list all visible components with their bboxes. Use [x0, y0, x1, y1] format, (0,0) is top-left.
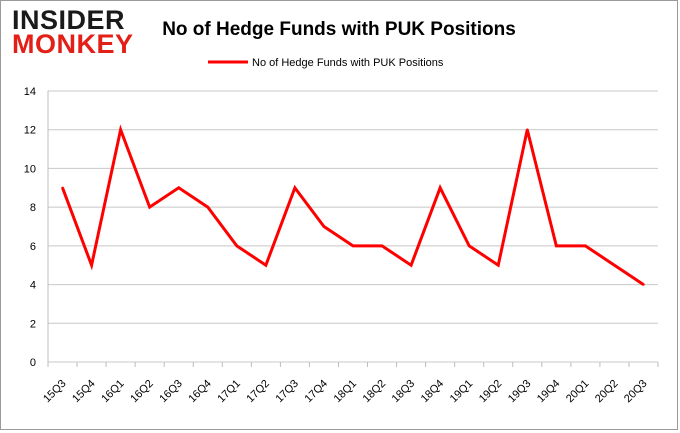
data-point — [322, 225, 326, 228]
legend: No of Hedge Funds with PUK Positions — [208, 57, 444, 69]
data-point — [497, 264, 500, 267]
y-tick-label: 12 — [24, 125, 36, 137]
y-tick-labels: 0 2 4 6 8 10 12 14 — [24, 86, 36, 369]
data-point — [148, 205, 151, 209]
data-point — [119, 128, 122, 131]
y-tick-label: 14 — [24, 86, 36, 98]
y-tick-label: 4 — [30, 280, 36, 292]
y-tick-label: 8 — [30, 202, 36, 214]
data-point — [177, 186, 180, 189]
data-point — [555, 244, 558, 248]
data-point — [584, 244, 587, 248]
y-tick-label: 6 — [30, 241, 36, 253]
data-point — [264, 264, 268, 267]
y-tick-label: 2 — [30, 318, 36, 330]
data-point — [235, 244, 239, 248]
chart-title: No of Hedge Funds with PUK Positions — [162, 19, 516, 40]
series-layer — [61, 124, 645, 286]
data-point — [380, 244, 384, 248]
axes — [47, 91, 659, 367]
data-point — [409, 264, 413, 267]
data-point — [613, 264, 616, 267]
data-point — [642, 283, 645, 286]
data-point — [351, 244, 355, 248]
data-point — [61, 186, 64, 189]
logo-line-monkey: MONKEY — [12, 29, 134, 59]
insider-monkey-logo: INSIDER MONKEY — [12, 5, 134, 59]
data-point — [467, 244, 471, 248]
data-point — [90, 264, 93, 267]
data-point — [206, 205, 209, 209]
data-point — [293, 186, 297, 189]
data-point — [526, 128, 529, 131]
y-tick-label: 0 — [30, 357, 36, 369]
y-tick-label: 10 — [24, 163, 36, 175]
logo-line-insider: INSIDER — [12, 5, 125, 35]
data-point — [438, 186, 442, 189]
legend-label: No of Hedge Funds with PUK Positions — [252, 57, 444, 69]
